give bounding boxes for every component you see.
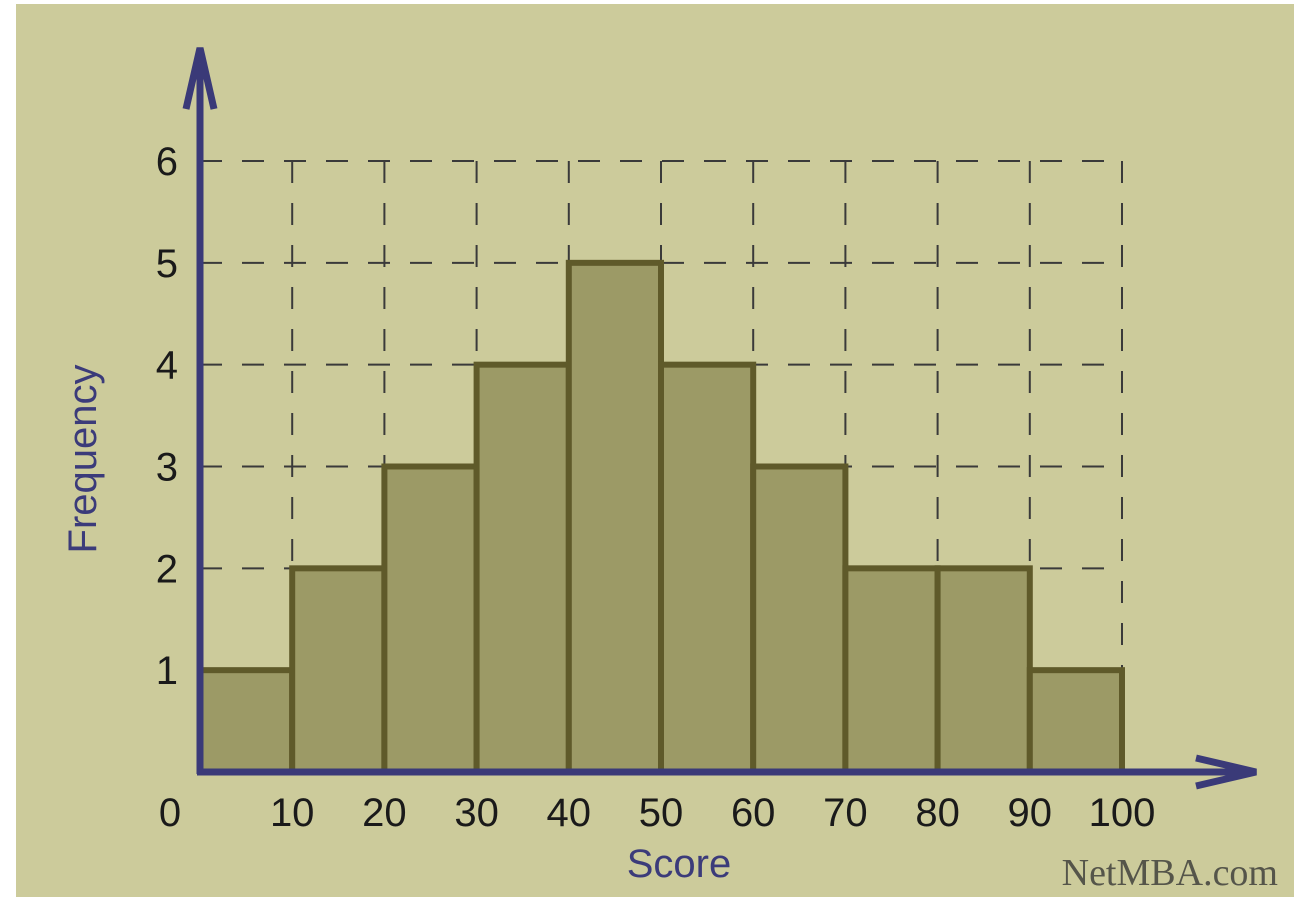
x-tick-label: 30	[454, 791, 499, 835]
x-tick-label: 70	[823, 791, 868, 835]
x-tick-label: 90	[1008, 791, 1053, 835]
histogram-bar	[381, 463, 480, 775]
x-axis-arrow	[1195, 754, 1257, 790]
histogram-bar	[658, 361, 757, 775]
histogram-bar	[565, 259, 664, 775]
y-tick-label: 6	[156, 140, 178, 184]
axes	[182, 47, 1257, 790]
x-tick-label: 40	[547, 791, 592, 835]
y-axis-title: Frequency	[61, 365, 105, 554]
y-tick-label: 1	[156, 649, 178, 693]
histogram-bar	[1026, 667, 1125, 776]
y-tick-label: 2	[156, 547, 178, 591]
histogram-chart: 0 10 20 30 40 50 60 70 80 90 100 1 2 3 4 5 6 Score Freq…	[61, 47, 1257, 886]
watermark: NetMBA.com	[1061, 852, 1278, 894]
x-tick-label: 50	[639, 791, 684, 835]
y-tick-label: 4	[156, 344, 178, 388]
histogram-bar	[289, 565, 388, 775]
x-tick-label: 60	[731, 791, 776, 835]
x-tick-labels: 0 10 20 30 40 50 60 70 80 90 100	[159, 791, 1156, 835]
chart-panel: 0 10 20 30 40 50 60 70 80 90 100 1 2 3 4 5 6 Score Freq…	[16, 4, 1294, 897]
x-tick-label: 10	[270, 791, 315, 835]
histogram-bar	[750, 463, 849, 775]
y-tick-label: 5	[156, 242, 178, 286]
y-tick-labels: 1 2 3 4 5 6	[156, 140, 178, 693]
x-tick-label: 0	[159, 791, 181, 835]
histogram-bar	[842, 565, 941, 775]
y-tick-label: 3	[156, 446, 178, 490]
x-axis-title: Score	[627, 842, 732, 886]
histogram-bar	[473, 361, 572, 775]
x-tick-label: 100	[1089, 791, 1156, 835]
x-tick-label: 80	[915, 791, 960, 835]
histogram-bar	[934, 565, 1033, 775]
x-tick-label: 20	[362, 791, 407, 835]
histogram-bar	[197, 667, 296, 776]
bars	[197, 259, 1125, 776]
y-axis-arrow	[182, 47, 218, 110]
